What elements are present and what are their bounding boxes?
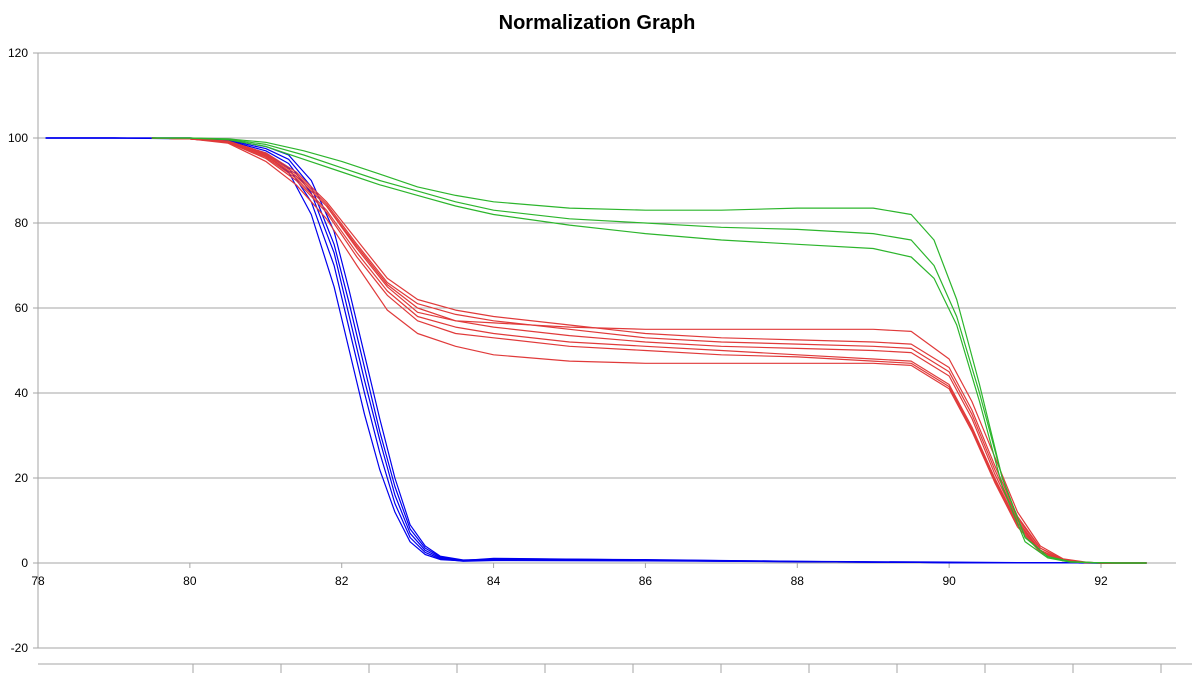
series-line-blue-1 — [45, 137, 1147, 564]
x-tick-label: 78 — [31, 574, 45, 588]
series-line-blue-3 — [45, 137, 1147, 564]
series-line-green-2 — [151, 137, 1147, 564]
y-tick-label: 60 — [15, 301, 29, 315]
y-tick-label: 100 — [8, 131, 28, 145]
axes — [33, 52, 1192, 673]
y-tick-label: -20 — [11, 641, 29, 655]
x-tick-label: 92 — [1094, 574, 1108, 588]
x-tick-label: 84 — [487, 574, 501, 588]
series-line-blue-2 — [45, 137, 1147, 564]
y-tick-label: 80 — [15, 216, 29, 230]
x-tick-label: 80 — [183, 574, 197, 588]
series-line-red-3 — [151, 137, 1147, 564]
series-line-red-6 — [151, 137, 1147, 564]
series-lines — [45, 137, 1147, 564]
y-tick-label: 40 — [15, 386, 29, 400]
series-line-blue-5 — [45, 137, 1147, 564]
x-tick-label: 90 — [942, 574, 956, 588]
y-tick-labels: -20 0 20 40 60 80 100 120 — [8, 46, 28, 655]
series-line-red-7 — [151, 137, 1147, 564]
y-tick-label: 0 — [21, 556, 28, 570]
grid-lines — [38, 52, 1176, 649]
series-line-green-3 — [151, 137, 1147, 564]
y-tick-label: 120 — [8, 46, 28, 60]
series-line-blue-4 — [45, 137, 1147, 564]
x-tick-label: 86 — [639, 574, 653, 588]
chart-title: Normalization Graph — [499, 12, 696, 34]
y-tick-label: 20 — [15, 471, 29, 485]
x-tick-label: 88 — [791, 574, 805, 588]
x-tick-labels: 78 80 82 84 86 88 90 92 — [31, 574, 1108, 588]
series-line-red-5 — [151, 137, 1147, 564]
x-tick-label: 82 — [335, 574, 349, 588]
